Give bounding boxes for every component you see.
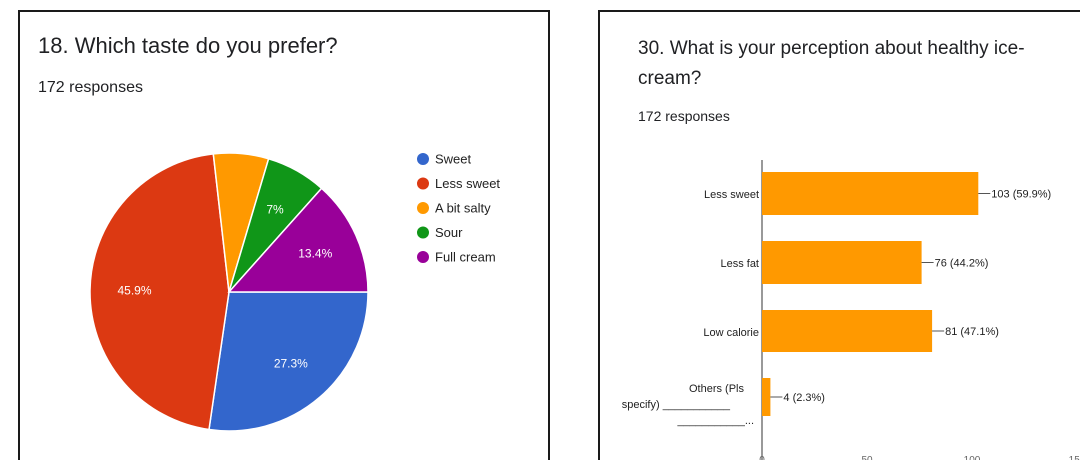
category-label: Others (Pls: [689, 383, 745, 395]
slice-label: 13.4%: [298, 246, 332, 260]
pie-slice: [89, 153, 230, 431]
slice-label: 7%: [266, 202, 284, 216]
chart-title: 18. Which taste do you prefer?: [38, 33, 338, 58]
bar-value-label: 4 (2.3%): [783, 392, 825, 404]
pie-slice: [208, 291, 369, 432]
slice-label: 27.3%: [274, 356, 308, 370]
legend-label: Sweet: [435, 152, 472, 167]
legend-marker: [417, 251, 429, 263]
legend-label: A bit salty: [435, 201, 491, 216]
bar-chart-card: 30. What is your perception about health…: [598, 10, 1080, 460]
slice-label: 45.9%: [117, 284, 151, 298]
chart-title: 30. What is your perception about health…: [638, 38, 1025, 89]
bar: [762, 378, 771, 416]
legend-marker: [417, 153, 429, 165]
pie-chart: 27.3% 45.9% 7% 13.4% Sweet Less sweet A bit sa…: [89, 152, 500, 432]
category-label: ___________...: [677, 415, 754, 427]
response-count: 172 responses: [638, 108, 730, 124]
pie-chart-card: 18. Which taste do you prefer? 172 respo…: [18, 10, 550, 460]
legend-label: Less sweet: [435, 176, 500, 191]
legend-marker: [417, 226, 429, 239]
bar-value-label: 81 (47.1%): [945, 326, 999, 338]
legend-label: Full cream: [435, 250, 496, 265]
bar: [762, 241, 922, 284]
category-label: Low calorie: [703, 327, 759, 339]
bar-value-label: 76 (44.2%): [935, 258, 989, 270]
bar-value-label: 103 (59.9%): [991, 189, 1051, 201]
bar-chart: 103 (59.9%) 76 (44.2%) 81 (47.1%) 4 (2.3%) L…: [622, 160, 1080, 460]
category-label: Less sweet: [704, 189, 759, 201]
x-tick-label: 100: [964, 455, 981, 460]
legend-marker: [417, 177, 429, 190]
pie-slice: [227, 187, 369, 293]
bar: [762, 310, 933, 352]
category-label: Less fat: [720, 258, 759, 270]
category-label: specify) ___________: [622, 399, 731, 411]
x-tick-label: 150: [1069, 455, 1080, 460]
legend-label: Sour: [435, 225, 463, 240]
x-tick-label: 0: [759, 455, 765, 460]
response-count: 172 responses: [38, 79, 143, 96]
legend-marker: [417, 202, 429, 214]
x-tick-label: 50: [861, 455, 873, 460]
bar: [762, 172, 979, 215]
